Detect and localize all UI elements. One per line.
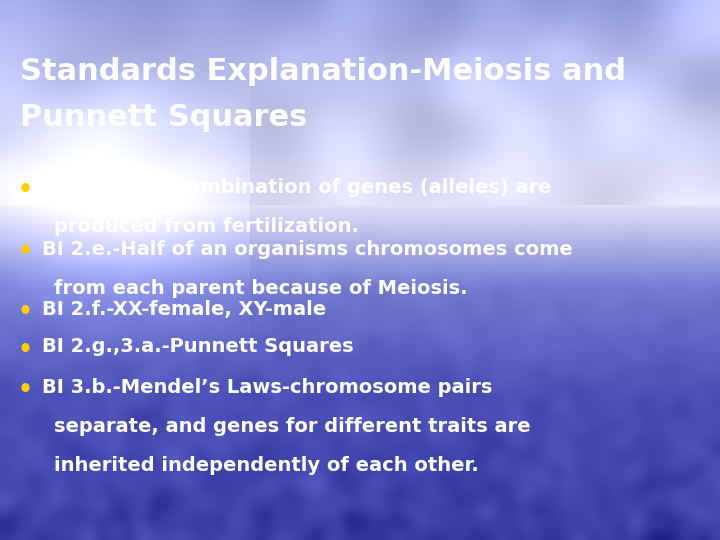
Text: •: • <box>18 338 33 361</box>
Text: •: • <box>18 300 33 323</box>
Text: Standards Explanation-Meiosis and: Standards Explanation-Meiosis and <box>20 57 626 86</box>
Text: •: • <box>18 378 33 402</box>
Text: Punnett Squares: Punnett Squares <box>20 103 307 132</box>
Text: produced from fertilization.: produced from fertilization. <box>54 217 359 236</box>
Text: BI 2.g.,3.a.-Punnett Squares: BI 2.g.,3.a.-Punnett Squares <box>42 338 354 356</box>
Text: inherited independently of each other.: inherited independently of each other. <box>54 456 479 475</box>
Text: BI 2.d.-New combination of genes (alleles) are: BI 2.d.-New combination of genes (allele… <box>42 178 552 197</box>
Text: BI 2.e.-Half of an organisms chromosomes come: BI 2.e.-Half of an organisms chromosomes… <box>42 240 572 259</box>
Text: separate, and genes for different traits are: separate, and genes for different traits… <box>54 417 531 436</box>
Text: from each parent because of Meiosis.: from each parent because of Meiosis. <box>54 279 467 298</box>
Text: •: • <box>18 178 33 202</box>
Text: BI 2.f.-XX-female, XY-male: BI 2.f.-XX-female, XY-male <box>42 300 326 319</box>
Text: •: • <box>18 240 33 264</box>
Text: BI 3.b.-Mendel’s Laws-chromosome pairs: BI 3.b.-Mendel’s Laws-chromosome pairs <box>42 378 492 397</box>
